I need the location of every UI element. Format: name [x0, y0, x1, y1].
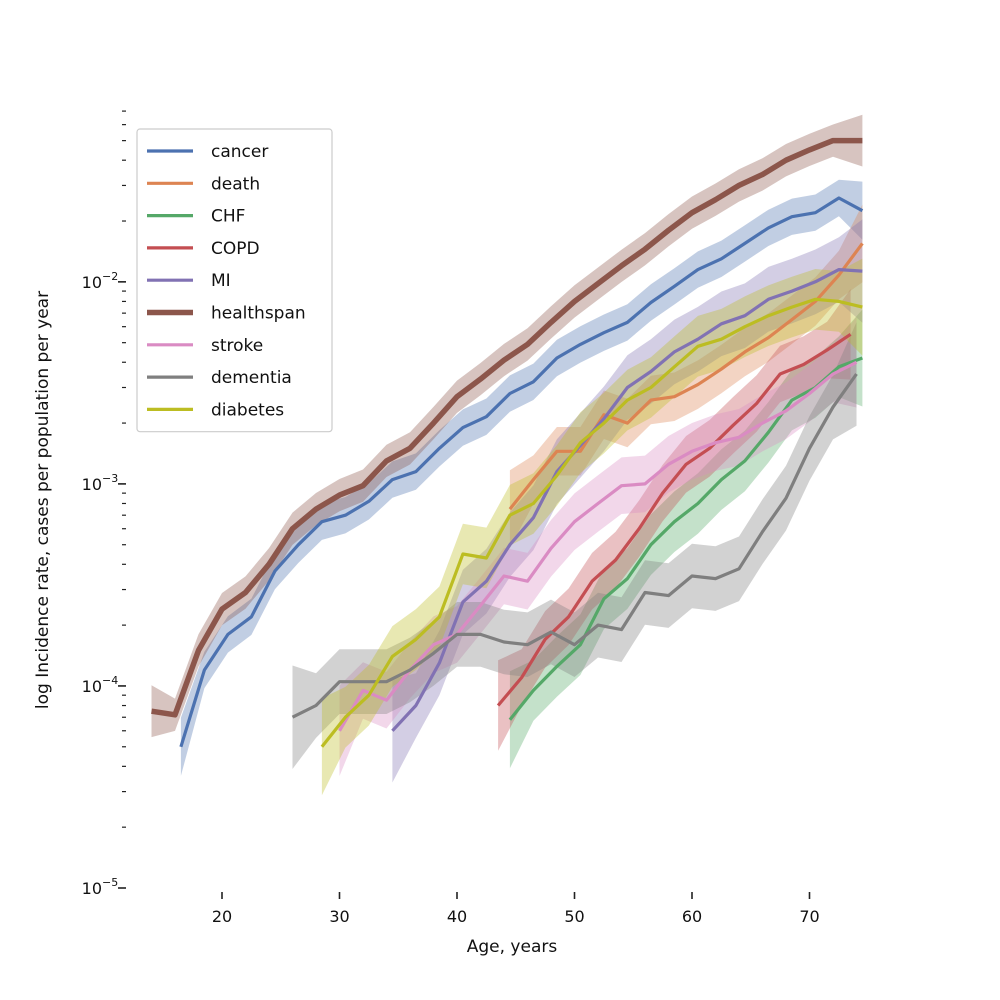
y-axis-label: log Incidence rate, cases per population…: [33, 291, 53, 709]
x-axis: 20 30 40 50 60 70: [212, 892, 820, 926]
line-healthspan: [151, 137, 863, 718]
y-tick-exponent: −2: [102, 270, 118, 283]
x-tick-label: 50: [564, 907, 584, 926]
line-CHF: [508, 356, 863, 721]
line-death: [508, 242, 864, 511]
legend-label-dementia: dementia: [211, 368, 292, 388]
band-COPD: [498, 289, 851, 751]
legend: cancer death CHF COPD MI healthspan stroke deme…: [136, 128, 333, 433]
line-diabetes: [320, 297, 863, 748]
x-tick-label: 70: [799, 907, 819, 926]
line-stroke: [338, 360, 858, 732]
legend-label-diabetes: diabetes: [211, 400, 284, 420]
line-dementia: [291, 373, 858, 719]
y-tick-label: 10: [82, 677, 102, 696]
legend-label-cancer: cancer: [211, 142, 268, 162]
y-tick-label: 10: [82, 475, 102, 494]
x-tick-label: 60: [682, 907, 702, 926]
legend-label-healthspan: healthspan: [211, 304, 306, 324]
y-tick-exponent: −5: [102, 876, 118, 889]
line-MI: [391, 268, 863, 732]
y-tick-label: 10: [82, 273, 102, 292]
band-death: [509, 204, 863, 548]
y-tick-exponent: −3: [102, 472, 118, 485]
x-axis-label: Age, years: [467, 937, 558, 957]
y-tick-exponent: −4: [102, 674, 118, 687]
x-tick-label: 30: [329, 907, 349, 926]
legend-label-stroke: stroke: [211, 336, 263, 356]
band-dementia: [292, 322, 857, 769]
y-tick-label: 10: [82, 879, 102, 898]
legend-label-MI: MI: [211, 271, 231, 291]
line-cancer: [179, 196, 864, 748]
legend-label-death: death: [211, 174, 260, 194]
line-COPD: [496, 332, 852, 707]
legend-box: [136, 128, 333, 433]
series-lines: [151, 137, 864, 748]
legend-label-CHF: CHF: [211, 207, 245, 227]
x-tick-label: 20: [212, 907, 232, 926]
band-MI: [392, 219, 863, 783]
y-axis: 10−510−410−310−2: [82, 110, 126, 898]
x-tick-label: 40: [447, 907, 467, 926]
band-diabetes: [321, 258, 863, 796]
legend-label-COPD: COPD: [211, 239, 260, 259]
